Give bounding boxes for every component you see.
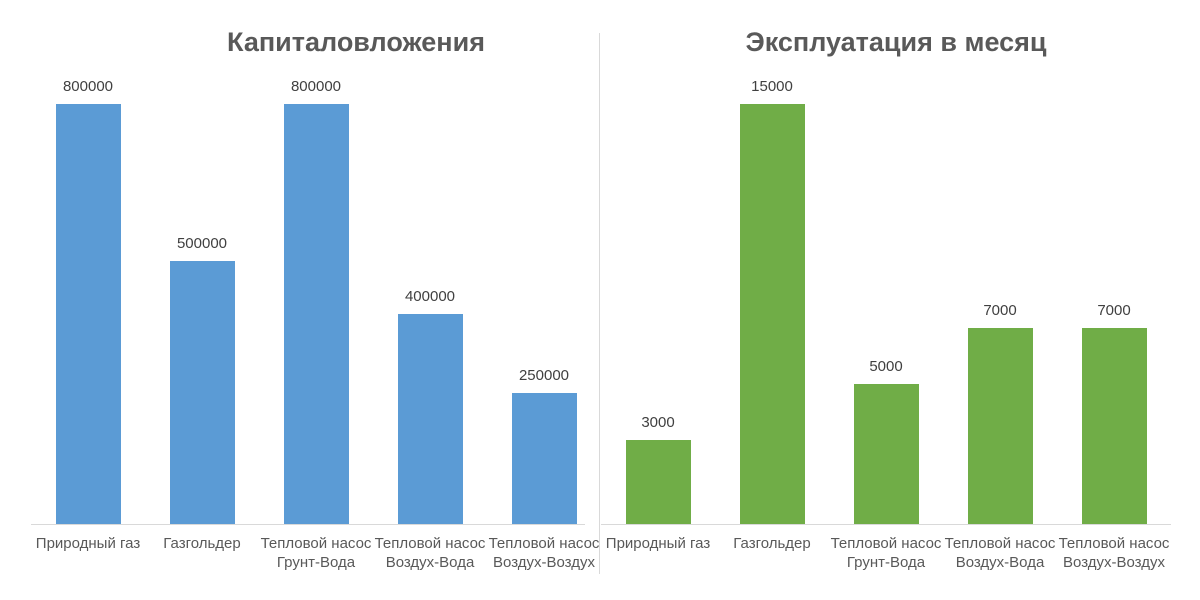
category-label: Тепловой насос Воздух-Воздух xyxy=(1058,535,1170,571)
category-label: Тепловой насос Грунт-Вода xyxy=(260,535,372,571)
bar-value-label: 500000 xyxy=(176,235,228,252)
bar-value-label: 800000 xyxy=(290,78,342,95)
chart-capital-investments: Капиталовложения 800000 Природный газ 5000… xyxy=(31,27,599,571)
bar xyxy=(511,393,577,524)
bar xyxy=(853,384,919,524)
bar-value-label: 7000 xyxy=(1097,302,1131,319)
category-label: Тепловой насос Грунт-Вода xyxy=(830,535,942,571)
bar xyxy=(283,104,349,524)
bar xyxy=(55,104,121,524)
chart-title-right: Эксплуатация в месяц xyxy=(745,27,1047,57)
x-axis-line-left xyxy=(31,524,585,525)
category-label: Природный газ xyxy=(605,535,711,552)
bar-value-label: 250000 xyxy=(518,367,570,384)
category-label: Газгольдер xyxy=(733,535,811,552)
category-label: Тепловой насос Воздух-Вода xyxy=(374,535,486,571)
category-label: Тепловой насос Воздух-Вода xyxy=(944,535,1056,571)
category-label: Газгольдер xyxy=(163,535,241,552)
chart-monthly-operation: Эксплуатация в месяц 3000 Природный газ 15… xyxy=(600,0,1200,600)
bar xyxy=(739,104,805,524)
bar xyxy=(967,328,1033,524)
panel-divider-line xyxy=(599,33,600,574)
bar-value-label: 5000 xyxy=(869,358,903,375)
x-axis-line-right xyxy=(601,524,1171,525)
bar xyxy=(169,261,235,524)
bar-value-label: 3000 xyxy=(641,414,675,431)
category-label: Тепловой насос Воздух-Воздух xyxy=(488,535,600,571)
bar-value-label: 7000 xyxy=(983,302,1017,319)
bar xyxy=(1081,328,1147,524)
bar xyxy=(397,314,463,524)
bar xyxy=(625,440,691,524)
bar-value-label: 15000 xyxy=(751,78,793,95)
bar-value-label: 400000 xyxy=(404,288,456,305)
category-label: Природный газ xyxy=(35,535,141,552)
bar-value-label: 800000 xyxy=(62,78,114,95)
chart-title-left: Капиталовложения xyxy=(227,27,485,57)
